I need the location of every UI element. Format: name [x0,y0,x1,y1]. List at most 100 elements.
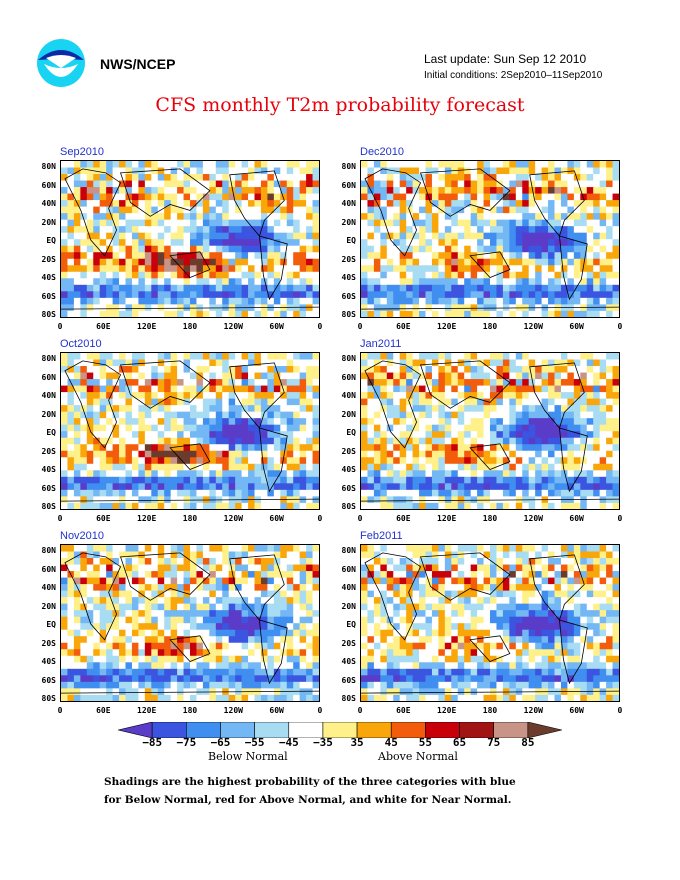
lon-tick-label: 0 [357,706,363,715]
lat-tick-label: 20N [41,601,56,611]
lat-tick-label: 40S [41,273,56,282]
coastline [469,251,511,278]
coastline [119,552,211,601]
coastline [61,690,319,694]
lat-tick-label: 60S [41,291,56,301]
forecast-map [60,544,320,702]
lat-tick-label: 80N [341,162,356,171]
lat-tick-label: 60S [41,675,56,685]
lat-tick-label: 20S [341,446,356,456]
lat-tick-label: 40N [341,583,356,592]
coastline [169,251,211,278]
lat-tick-label: 20S [41,638,56,648]
coastline [361,498,619,502]
lat-tick-label: EQ [46,620,56,629]
coastline [361,690,619,694]
lat-tick-label: 60S [41,483,56,493]
forecast-panel: Oct2010 80N 60N 40N 20N EQ 20S 40S 60S 80S 0 60E 12… [42,338,323,542]
coastline [419,168,511,217]
footnote-line: for Below Normal, red for Above Normal, … [104,794,512,806]
lat-tick-label: EQ [346,428,356,437]
coastline [119,360,211,409]
coastline [64,168,122,257]
lon-tick-label: 60W [569,706,584,715]
coastline [229,362,285,429]
coastline [229,554,285,621]
lat-tick-label: 60S [341,675,356,685]
lon-tick-label: 120W [523,514,543,523]
above-normal-label: Above Normal [378,750,458,763]
colorbar-label: 35 [350,736,364,749]
coastline [469,443,511,470]
forecast-map [360,352,620,510]
last-update: Last update: Sun Sep 12 2010 [424,52,587,66]
lat-tick-label: 60S [341,483,356,493]
lon-tick-label: 120E [137,514,157,523]
lon-tick-label: 60W [569,322,584,331]
lat-tick-label: 40S [341,465,356,474]
lat-tick-label: 20N [41,409,56,419]
coastline [364,552,422,641]
lon-tick-label: 0 [57,706,63,715]
coastline [529,554,585,621]
lat-tick-label: 80N [41,354,56,363]
forecast-map [60,160,320,318]
lat-tick-label: 60N [341,372,356,382]
coastline [229,170,285,237]
lon-tick-label: 60W [269,322,284,331]
lon-tick-label: 0 [357,322,363,331]
lat-tick-label: 20N [41,217,56,227]
lon-tick-label: 0 [317,706,323,715]
forecast-panel: Jan2011 80N 60N 40N 20N EQ 20S 40S 60S 80S 0 60E 12… [342,338,623,542]
lon-tick-label: 60W [569,514,584,523]
coastline [419,552,511,601]
lon-tick-label: 0 [357,514,363,523]
lon-tick-label: 120E [437,322,457,331]
lon-tick-label: 0 [317,514,323,523]
lat-tick-label: 80S [41,310,56,319]
panel-title: Sep2010 [60,146,105,158]
coastline [364,168,422,257]
colorbar-label: −75 [176,736,197,749]
lat-tick-label: EQ [346,620,356,629]
lat-tick-label: 80N [41,162,56,171]
forecast-map [360,544,620,702]
lat-tick-label: 60N [41,372,56,382]
lat-tick-label: 40N [41,583,56,592]
lon-tick-label: 180 [182,322,198,331]
panel-title: Dec2010 [360,146,405,158]
lat-tick-label: 80N [341,546,356,555]
lat-tick-label: 40S [341,273,356,282]
coastline [559,619,588,685]
lon-tick-label: 60W [269,706,284,715]
lat-tick-label: 20N [341,409,356,419]
panel-title: Nov2010 [60,530,105,542]
lon-tick-label: 180 [482,322,498,331]
forecast-panel: Sep2010 80N 60N 40N 20N EQ 20S 40S 60S 80S 0 60E 12… [42,146,323,350]
panel-title: Jan2011 [360,338,402,350]
coastline [559,427,588,493]
forecast-panel: Nov2010 80N 60N 40N 20N EQ 20S 40S 60S 80S 0 60E 12… [42,530,323,734]
lat-tick-label: EQ [46,428,56,437]
lat-tick-label: 60N [341,564,356,574]
lat-tick-label: 60S [341,291,356,301]
colorbar-label: 55 [418,736,432,749]
colorbar-label: −65 [210,736,231,749]
lat-tick-label: 20S [41,254,56,264]
lon-tick-label: 0 [57,322,63,331]
coastline [259,619,288,685]
footnote-line: Shadings are the highest probability of … [104,776,516,788]
lat-tick-label: 80N [341,354,356,363]
lat-tick-label: 80S [41,502,56,511]
lon-tick-label: 0 [617,322,623,331]
lon-tick-label: 180 [182,514,198,523]
lon-tick-label: 60E [396,514,411,523]
coastline [64,552,122,641]
lat-tick-label: 20N [341,601,356,611]
lat-tick-label: 80S [341,502,356,511]
lat-tick-label: 80N [41,546,56,555]
lat-tick-label: 20S [341,254,356,264]
lon-tick-label: 180 [182,706,198,715]
lon-tick-label: 0 [57,514,63,523]
lon-tick-label: 60E [96,706,111,715]
